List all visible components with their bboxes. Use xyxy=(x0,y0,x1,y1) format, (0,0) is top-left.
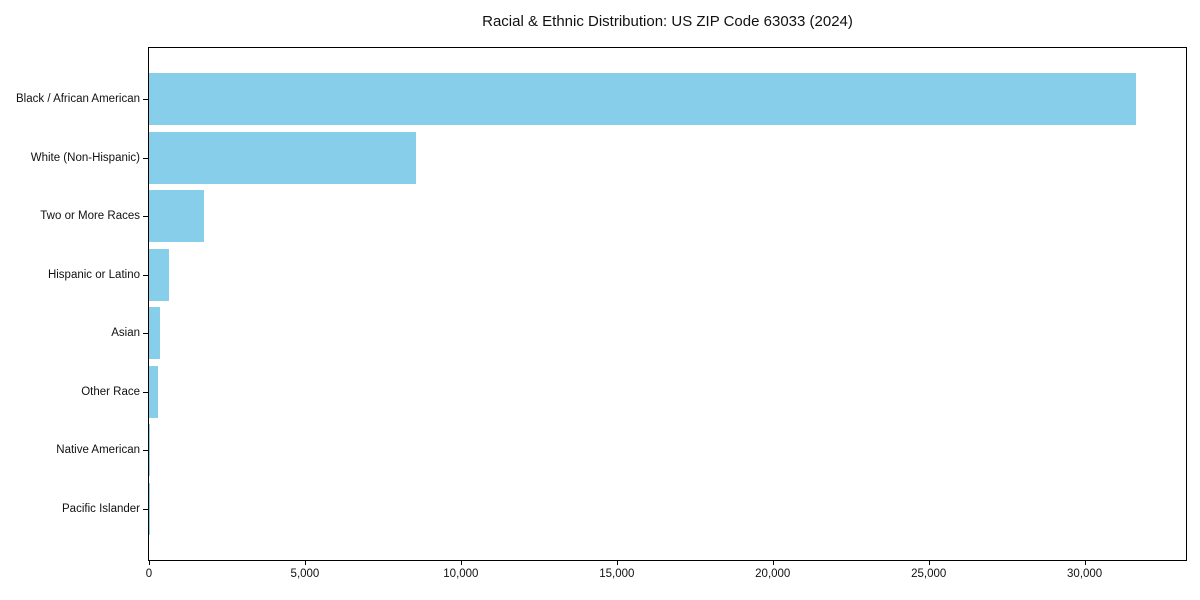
x-tick-mark xyxy=(772,561,774,565)
y-tick-label: Hispanic or Latino xyxy=(47,268,140,281)
y-tick-label: Two or More Races xyxy=(40,210,140,223)
bar-asian xyxy=(149,307,160,360)
x-tick-mark xyxy=(304,561,306,565)
bar-hispanic-or-latino xyxy=(149,248,169,301)
y-tick-mark xyxy=(143,333,148,335)
plot-area xyxy=(148,47,1187,561)
y-tick-mark xyxy=(143,274,148,276)
y-tick-label: White (Non-Hispanic) xyxy=(30,151,140,164)
x-tick-mark xyxy=(1084,561,1086,565)
x-tick-label: 15,000 xyxy=(599,568,635,580)
y-tick-mark xyxy=(143,157,148,159)
y-tick-mark xyxy=(143,450,148,452)
bar-two-or-more-races xyxy=(149,190,205,243)
bar-white-non-hispanic xyxy=(149,131,416,184)
chart-title: Racial & Ethnic Distribution: US ZIP Cod… xyxy=(482,13,853,30)
y-tick-mark xyxy=(143,509,148,510)
y-tick-mark xyxy=(143,99,148,100)
y-tick-mark xyxy=(143,391,148,393)
x-tick-label: 25,000 xyxy=(911,568,947,580)
x-tick-mark xyxy=(149,561,150,565)
x-tick-mark xyxy=(460,561,462,565)
x-tick-label: 5,000 xyxy=(290,568,320,580)
x-tick-label: 30,000 xyxy=(1067,568,1103,580)
y-tick-label: Black / African American xyxy=(16,93,140,105)
x-tick-label: 20,000 xyxy=(755,568,791,580)
bar-native-american xyxy=(149,424,151,477)
x-tick-mark xyxy=(928,561,930,565)
y-tick-label: Asian xyxy=(111,327,140,340)
y-tick-mark xyxy=(143,216,148,218)
x-tick-label: 10,000 xyxy=(443,568,479,580)
bar-black-african-american xyxy=(149,73,1137,125)
x-tick-mark xyxy=(616,561,618,565)
bar-other-race xyxy=(149,365,158,418)
y-tick-label: Other Race xyxy=(81,385,140,398)
x-tick-label: 0 xyxy=(145,568,153,580)
y-tick-label: Pacific Islander xyxy=(62,503,140,515)
y-tick-label: Native American xyxy=(56,444,140,457)
